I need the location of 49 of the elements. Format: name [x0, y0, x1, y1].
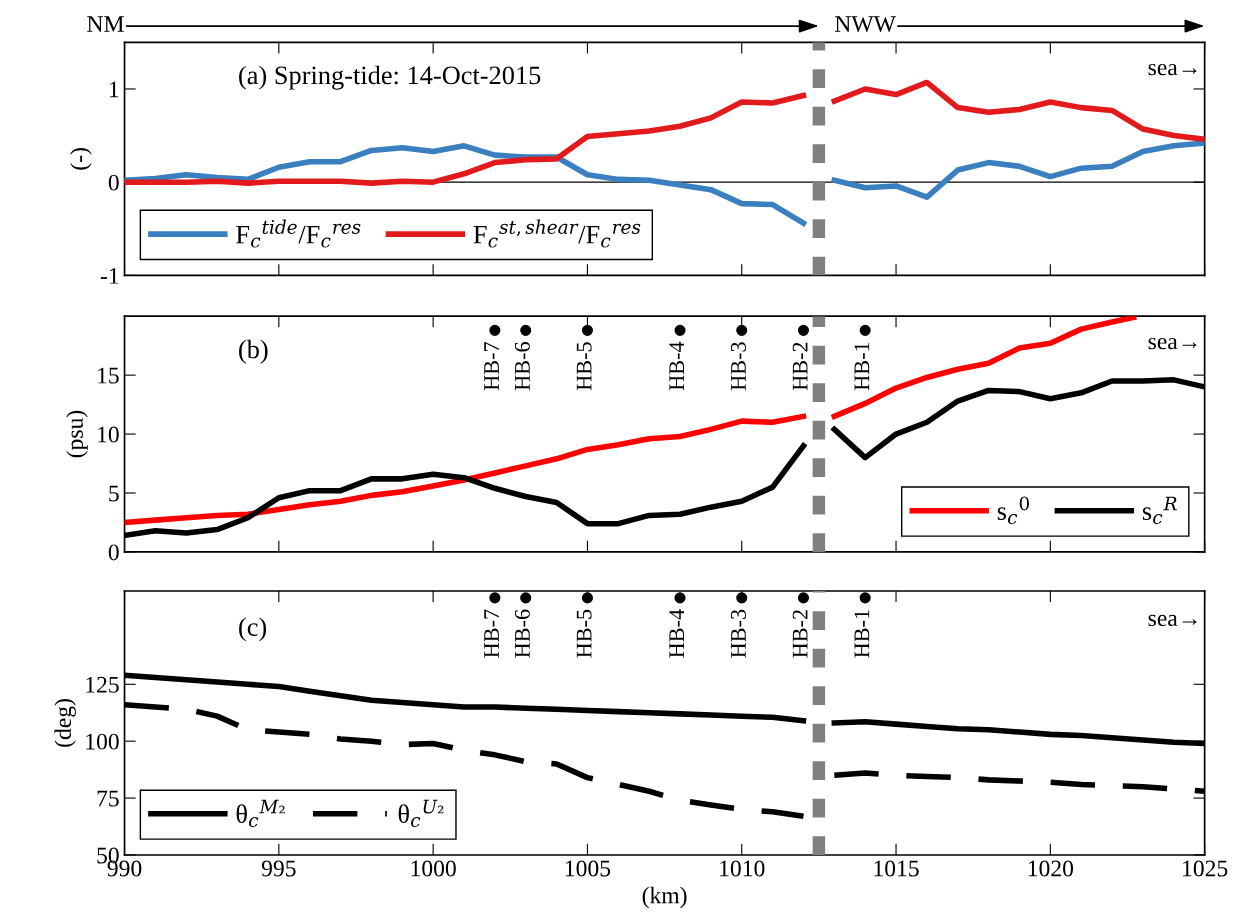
annotation: HB-2	[792, 342, 808, 391]
y-tick-label: 1	[109, 81, 119, 98]
annotation: HB-2	[792, 610, 808, 658]
annotation: HB-5	[576, 342, 592, 391]
y-tick-label: 5	[109, 485, 119, 502]
legend-label: F$_{c}$$^{st,shear}$/F$_{c}$$^{res}$	[473, 219, 641, 248]
x-tick-label: 995	[261, 860, 296, 877]
annotation: sea→	[1148, 63, 1197, 76]
y-tick-label: 0	[108, 174, 119, 191]
annotation: HB-4	[669, 341, 685, 391]
y-tick-label: 10	[98, 426, 119, 443]
annotation: HB-1	[854, 342, 870, 391]
annotation: HB-6	[514, 609, 530, 658]
text: NWW	[835, 16, 896, 33]
y-tick-label: 75	[97, 790, 119, 807]
annotation: HB-3	[730, 609, 746, 658]
legend-label: s$_{c}$$^{R}$	[1142, 496, 1177, 525]
y-axis-title: (psu)	[66, 410, 88, 458]
legend-label: θ$_{c}$$^{U₂}$	[398, 799, 444, 828]
text: (b)	[239, 339, 268, 364]
y-tick-label: 100	[86, 733, 119, 750]
x-tick-label: 1025	[1183, 860, 1228, 877]
x-axis-title: (km)	[642, 886, 687, 909]
y-axis-title: (deg)	[54, 699, 76, 747]
y-tick-label: 125	[86, 676, 119, 693]
x-tick-label: 1005	[565, 860, 611, 877]
annotation: sea→	[1148, 337, 1197, 350]
legend-label: F$_{c}$$^{tide}$/F$_{c}$$^{res}$	[236, 219, 361, 248]
x-tick-label: 1000	[411, 860, 456, 877]
text: (c)	[239, 617, 267, 642]
legend-label: s$_{c}$$^{0}$	[997, 496, 1029, 525]
annotation: HB-6	[514, 342, 530, 391]
text: NM	[87, 16, 124, 32]
annotation: HB-4	[669, 609, 685, 658]
y-tick-label: 15	[98, 367, 119, 384]
annotation: HB-7	[484, 609, 499, 658]
annotation: HB-7	[484, 342, 499, 391]
x-tick-label: 1010	[720, 860, 765, 877]
y-axis-title: (-)	[70, 148, 92, 170]
x-tick-label: 1015	[874, 860, 919, 877]
x-tick-label: 1020	[1028, 860, 1074, 877]
annotation: HB-1	[854, 610, 870, 658]
text: (a) Spring-tide: 14-Oct-2015	[239, 65, 541, 90]
annotation: HB-5	[576, 609, 592, 658]
y-tick-label: -1	[100, 267, 119, 284]
annotation: sea→	[1148, 614, 1197, 627]
annotation: HB-3	[730, 342, 746, 391]
y-tick-label: 0	[108, 544, 119, 561]
legend-label: θ$_{c}$$^{M₂}$	[236, 799, 285, 828]
